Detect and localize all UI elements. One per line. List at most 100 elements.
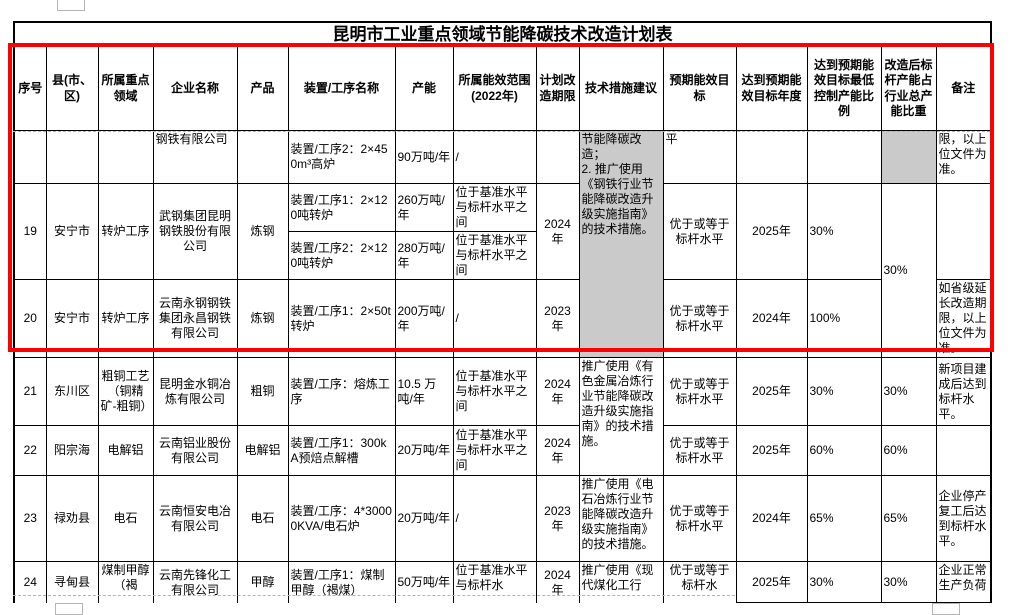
header-energy-range: 所属能效范围(2022年) [452, 46, 537, 132]
r22-range: 位于基准水平与标杆水平之间 [452, 425, 537, 477]
cont-company: 钢铁有限公司 [152, 130, 238, 185]
r24-target: 优于或等于标杆水 [662, 561, 737, 603]
r20-capacity: 200万吨/年 [394, 279, 454, 359]
r24-capacity: 50万吨/年 [394, 561, 454, 603]
r22-capacity: 20万吨/年 [394, 425, 454, 477]
r20-target: 优于或等于标杆水平 [662, 279, 737, 359]
r22-no: 22 [13, 425, 47, 477]
plan-table: 昆明市工业重点领域节能降碳技术改造计划表 序号 县(市、区) 所属重点领域 企业… [13, 21, 993, 604]
r23-field: 电石 [97, 475, 154, 563]
r21-product: 粗铜 [236, 357, 289, 427]
r22-year: 2025年 [735, 425, 808, 477]
page-break-line-top [13, 131, 990, 132]
r23-share: 65% [880, 475, 937, 563]
r22-county: 阳宗海 [45, 425, 99, 477]
r20-year: 2024年 [735, 279, 808, 359]
header-period: 计划改造期限 [535, 46, 580, 132]
row-23: 23 禄劝县 电石 云南恒安电冶有限公司 电石 装置/工序：4*30000KVA… [13, 475, 992, 563]
cont-year [735, 130, 808, 185]
r20-range: / [452, 279, 537, 359]
header-benchmark-share: 改造后标杆产能占行业总产能比重 [880, 46, 937, 132]
r19-year: 2025年 [735, 183, 808, 281]
header-product: 产品 [236, 46, 289, 132]
r21-device: 装置/工序：熔炼工序 [287, 357, 396, 427]
header-county: 县(市、区) [45, 46, 99, 132]
r24-company: 云南先锋化工有限公司 [152, 561, 238, 603]
r24-device: 装置/工序1：煤制甲醇（褐煤） [287, 561, 396, 603]
row-22: 22 阳宗海 电解铝 云南铝业股份有限公司 电解铝 装置/工序1：300kA预焙… [13, 425, 992, 477]
header-target: 预期能效目标 [662, 46, 737, 132]
r22-device: 装置/工序1：300kA预焙点解槽 [287, 425, 396, 477]
r19-range-2: 位于基准水平与标杆水平之间 [452, 231, 537, 281]
r23-capacity: 20万吨/年 [394, 475, 454, 563]
r24-county: 寻甸县 [45, 561, 99, 603]
r23-device: 装置/工序：4*30000KVA/电石炉 [287, 475, 396, 563]
r20-product: 炼钢 [236, 279, 289, 359]
r19-product: 炼钢 [236, 183, 289, 281]
r19-device-2: 装置/工序2：2×120吨转炉 [287, 231, 396, 281]
r20-period: 2023年 [535, 279, 580, 359]
r21-company: 昆明金水铜冶炼有限公司 [152, 357, 238, 427]
row-19b: 装置/工序2：2×120吨转炉 280万吨/年 位于基准水平与标杆水平之间 [14, 231, 991, 281]
r23-company: 云南恒安电冶有限公司 [152, 475, 238, 563]
header-target-year: 达到预期能效目标年度 [735, 46, 808, 132]
r23-measure: 推广使用《电石冶炼行业节能降碳改造升级实施指南》的技术措施。 [578, 475, 664, 563]
r24-remark: 企业正常生产负荷 [935, 561, 992, 604]
table-handle-bottom-left [55, 603, 83, 615]
row-continuation: 钢铁有限公司 装置/工序2：2×450m³高炉 90万吨/年 / 节能降碳改造；… [13, 130, 992, 359]
r23-product: 电石 [236, 475, 289, 563]
cont-target: 平 [662, 130, 737, 185]
r21-no: 21 [13, 357, 47, 427]
r19-capacity-2: 280万吨/年 [394, 231, 454, 281]
page-break-line-bottom [13, 595, 735, 596]
r24-range: 位于基准水平与标杆水 [452, 561, 537, 603]
cont-remark: 限，以上位文件为准。 [935, 130, 992, 185]
r20-field: 转炉工序 [97, 279, 154, 359]
r19-remark [935, 183, 992, 281]
header-company: 企业名称 [152, 46, 238, 132]
r19-no: 19 [13, 183, 47, 281]
r22-field: 电解铝 [97, 425, 154, 477]
r23-remark: 企业停产复工后达到标杆水平。 [935, 475, 992, 563]
r19-company: 武钢集团昆明钢铁股份有限公司 [152, 183, 238, 281]
r24-min-ratio: 30% [806, 561, 882, 604]
cont-field [97, 130, 154, 185]
r24-share: 30% [880, 561, 937, 604]
cont-range: / [452, 130, 537, 185]
header-row: 序号 县(市、区) 所属重点领域 企业名称 产品 装置/工序名称 产能 所属能效… [13, 46, 992, 132]
header-no: 序号 [13, 46, 47, 132]
r19-device-1: 装置/工序1：2×120吨转炉 [287, 183, 396, 233]
r19-range-1: 位于基准水平与标杆水平之间 [452, 183, 537, 233]
r20-remark: 如省级延长改造期限，以上位文件为准。 [935, 279, 992, 359]
r23-no: 23 [13, 475, 47, 563]
r21-remark: 新项目建成后达到标杆水平。 [935, 357, 992, 427]
r23-range: / [452, 475, 537, 563]
r19-20-share: 30% [880, 183, 937, 359]
header-remark: 备注 [935, 46, 992, 132]
r19-min-ratio: 30% [806, 183, 882, 281]
cont-ratio [806, 130, 882, 185]
cont-capacity: 90万吨/年 [394, 130, 454, 185]
r21-year: 2025年 [735, 357, 808, 427]
r21-target: 优于或等于标杆水平 [662, 357, 737, 427]
r22-min-ratio: 60% [806, 425, 882, 477]
cont-share [880, 130, 937, 185]
r23-period: 2023年 [535, 475, 580, 563]
r23-target: 优于或等于标杆水平 [662, 475, 737, 563]
steel-measure-cell: 节能降碳改造； 2. 推广使用《钢铁行业节能降碳改造升级实施指南》的技术措施。 [578, 130, 664, 359]
r20-device: 装置/工序1：2×50t转炉 [287, 279, 396, 359]
r21-share: 30% [880, 357, 937, 427]
cont-no [13, 130, 47, 185]
header-capacity: 产能 [394, 46, 454, 132]
table-handle-bottom-right [932, 603, 960, 615]
r24-year: 2025年 [735, 561, 808, 604]
header-field: 所属重点领域 [97, 46, 154, 132]
r22-company: 云南铝业股份有限公司 [152, 425, 238, 477]
table-handle-top [57, 0, 85, 11]
header-min-ratio: 达到预期能效目标最低控制产能比例 [806, 46, 882, 132]
r24-period: 2024年 [535, 561, 580, 603]
cont-period [535, 130, 580, 185]
r20-company: 云南永钢钢铁集团永昌钢铁有限公司 [152, 279, 238, 359]
r24-measure: 推广使用《现代煤化工行 [578, 561, 664, 603]
